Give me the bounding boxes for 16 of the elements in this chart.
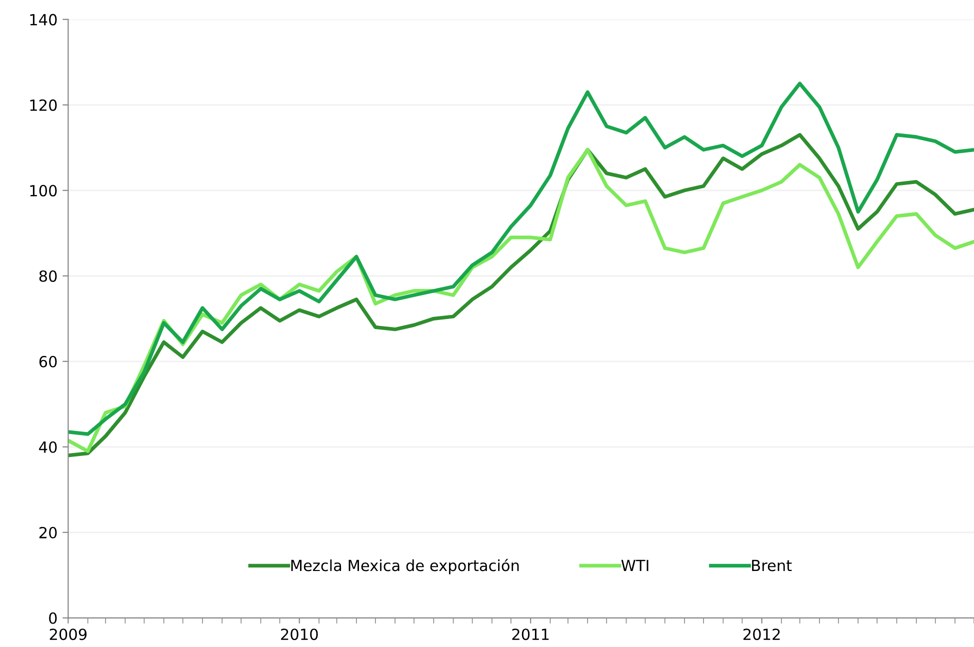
legend-label: WTI bbox=[621, 560, 648, 572]
y-tick-label: 0 bbox=[49, 612, 57, 624]
line-series bbox=[68, 82, 974, 436]
x-tick-label: 2011 bbox=[512, 628, 549, 640]
x-tick-label: 2012 bbox=[743, 628, 780, 640]
x-tick-label: 2009 bbox=[50, 628, 87, 640]
y-tick-label: 140 bbox=[30, 14, 57, 26]
x-tick-label: 2010 bbox=[281, 628, 318, 640]
legend-label: Brent bbox=[752, 560, 792, 572]
y-tick-label: 120 bbox=[30, 99, 57, 111]
y-tick-label: 40 bbox=[39, 441, 57, 453]
legend-label: Mezcla Mexica de exportación bbox=[291, 558, 519, 574]
y-tick-label: 60 bbox=[39, 356, 57, 368]
y-tick-label: 100 bbox=[30, 184, 57, 196]
y-tick-label: 20 bbox=[39, 526, 57, 538]
y-tick-label: 80 bbox=[39, 270, 57, 282]
